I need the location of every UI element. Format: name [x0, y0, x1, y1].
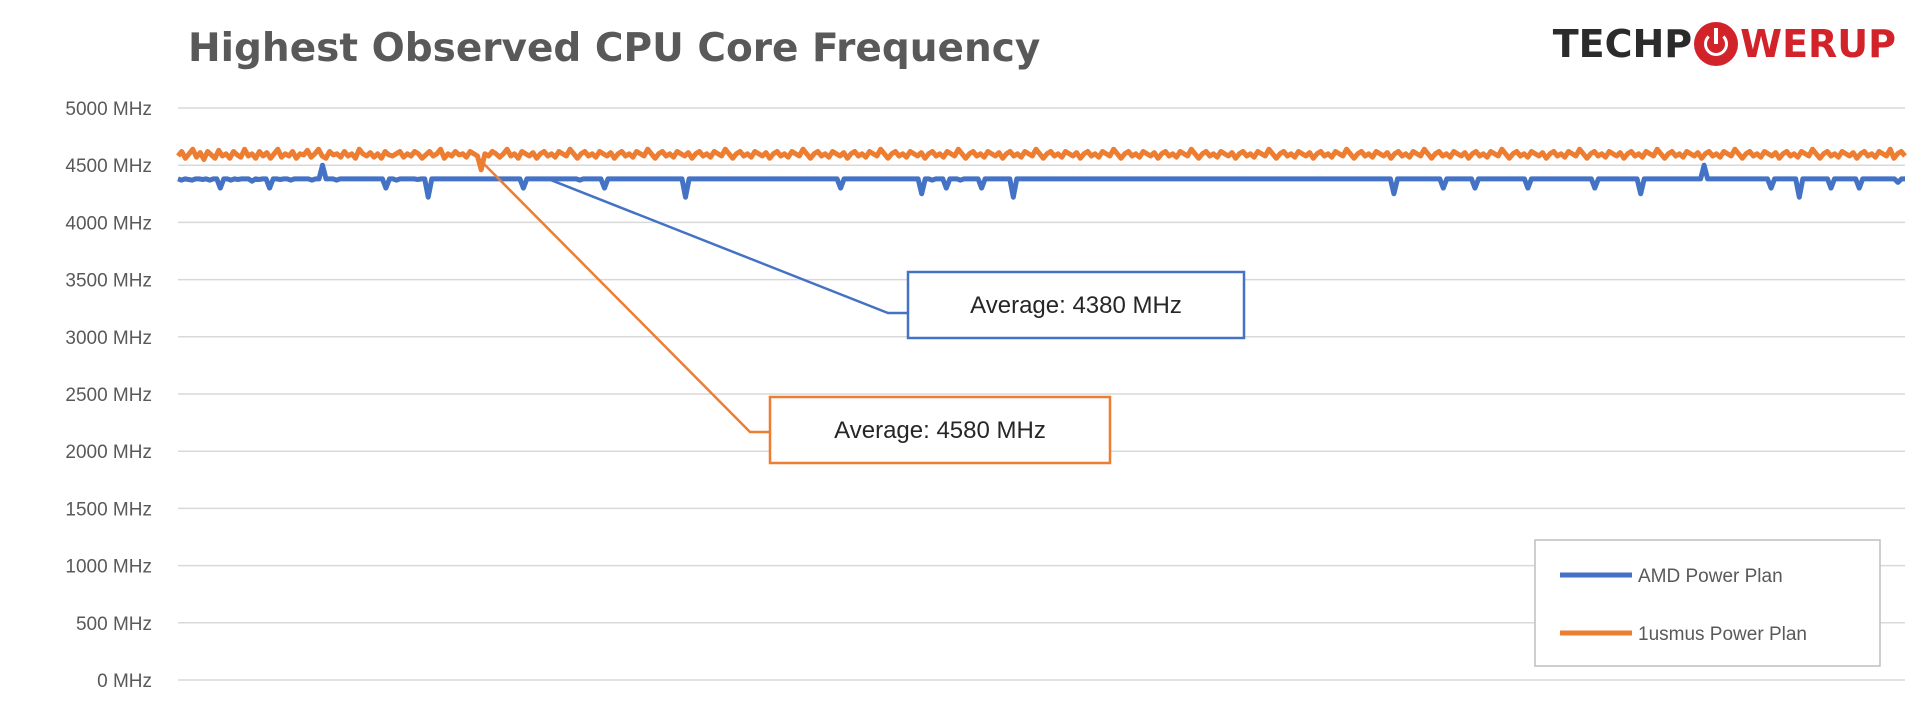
logo-text-right: WERUP — [1740, 22, 1896, 66]
legend-label: 1usmus Power Plan — [1638, 624, 1807, 645]
y-axis-tick-labels: 0 MHz 500 MHz 1000 MHz 1500 MHz 2000 MHz 2500… — [65, 99, 152, 692]
y-tick-label: 1000 MHz — [65, 557, 152, 578]
callout-leader-line — [547, 177, 908, 315]
series-line-1usmus-power-plan — [176, 146, 1907, 173]
callout-label: Average: 4580 MHz — [834, 417, 1046, 444]
callout-leader-line — [472, 152, 770, 434]
logo-text-left: TECHP — [1552, 22, 1693, 66]
legend: AMD Power Plan 1usmus Power Plan — [1534, 539, 1881, 667]
y-tick-label: 3000 MHz — [65, 328, 152, 349]
techpowerup-logo: TECHP WERUP — [1553, 22, 1896, 66]
y-tick-label: 4000 MHz — [65, 213, 152, 234]
legend-box — [1534, 539, 1881, 667]
power-icon — [1694, 22, 1739, 66]
callout-box — [906, 270, 1246, 340]
y-tick-label: 2000 MHz — [65, 442, 152, 463]
chart-title: Highest Observed CPU Core Frequency — [188, 26, 1041, 71]
y-tick-label: 4500 MHz — [65, 156, 152, 177]
y-tick-label: 500 MHz — [76, 614, 152, 635]
y-tick-label: 0 MHz — [97, 671, 152, 692]
y-tick-label: 5000 MHz — [65, 99, 152, 120]
y-tick-label: 3500 MHz — [65, 271, 152, 292]
callout-box — [768, 395, 1112, 465]
y-tick-label: 2500 MHz — [65, 385, 152, 406]
legend-label: AMD Power Plan — [1638, 566, 1783, 587]
y-tick-label: 1500 MHz — [65, 499, 152, 520]
series-lines — [176, 146, 1907, 200]
annotations: Average: 4380 MHz Average: 4580 MHz — [472, 152, 1246, 465]
series-line-amd-power-plan — [177, 162, 1905, 200]
gridlines — [178, 107, 1905, 681]
callout-label: Average: 4380 MHz — [970, 292, 1182, 319]
